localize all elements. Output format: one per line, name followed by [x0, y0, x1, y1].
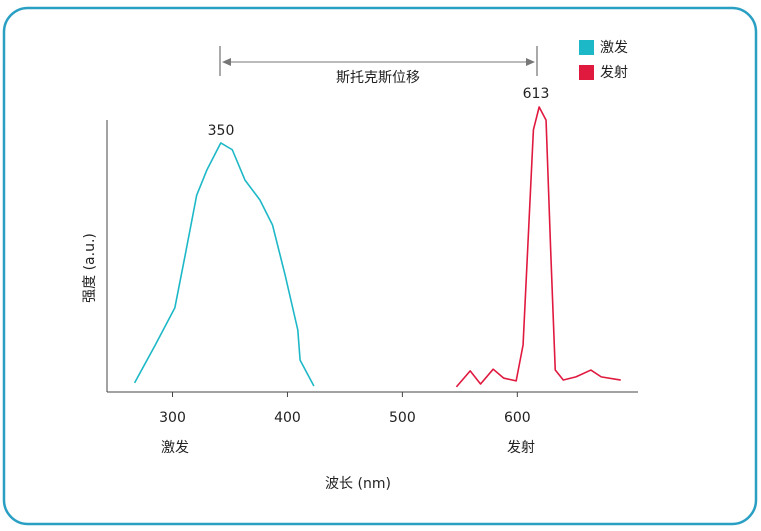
legend-label: 发射	[600, 65, 628, 81]
shift-label: 斯托克斯位移	[336, 70, 420, 86]
x-tick-label: 600	[504, 410, 531, 426]
series-line	[455, 106, 621, 388]
series-line	[133, 142, 315, 387]
x-tick-label: 300	[159, 410, 186, 426]
x-tick-label: 500	[389, 410, 416, 426]
legend-label: 激发	[600, 39, 628, 56]
x-axis-label: 波长 (nm)	[325, 476, 391, 492]
group-label: 激发	[161, 439, 189, 456]
group-label: 发射	[507, 440, 535, 456]
peak-label: 350	[208, 123, 235, 139]
y-axis-label: 强度 (a.u.)	[82, 233, 98, 303]
x-tick-label: 400	[274, 410, 301, 426]
frame	[2, 6, 758, 526]
legend-swatch	[579, 40, 594, 55]
legend-swatch	[579, 65, 594, 80]
peak-label: 613	[523, 86, 550, 102]
